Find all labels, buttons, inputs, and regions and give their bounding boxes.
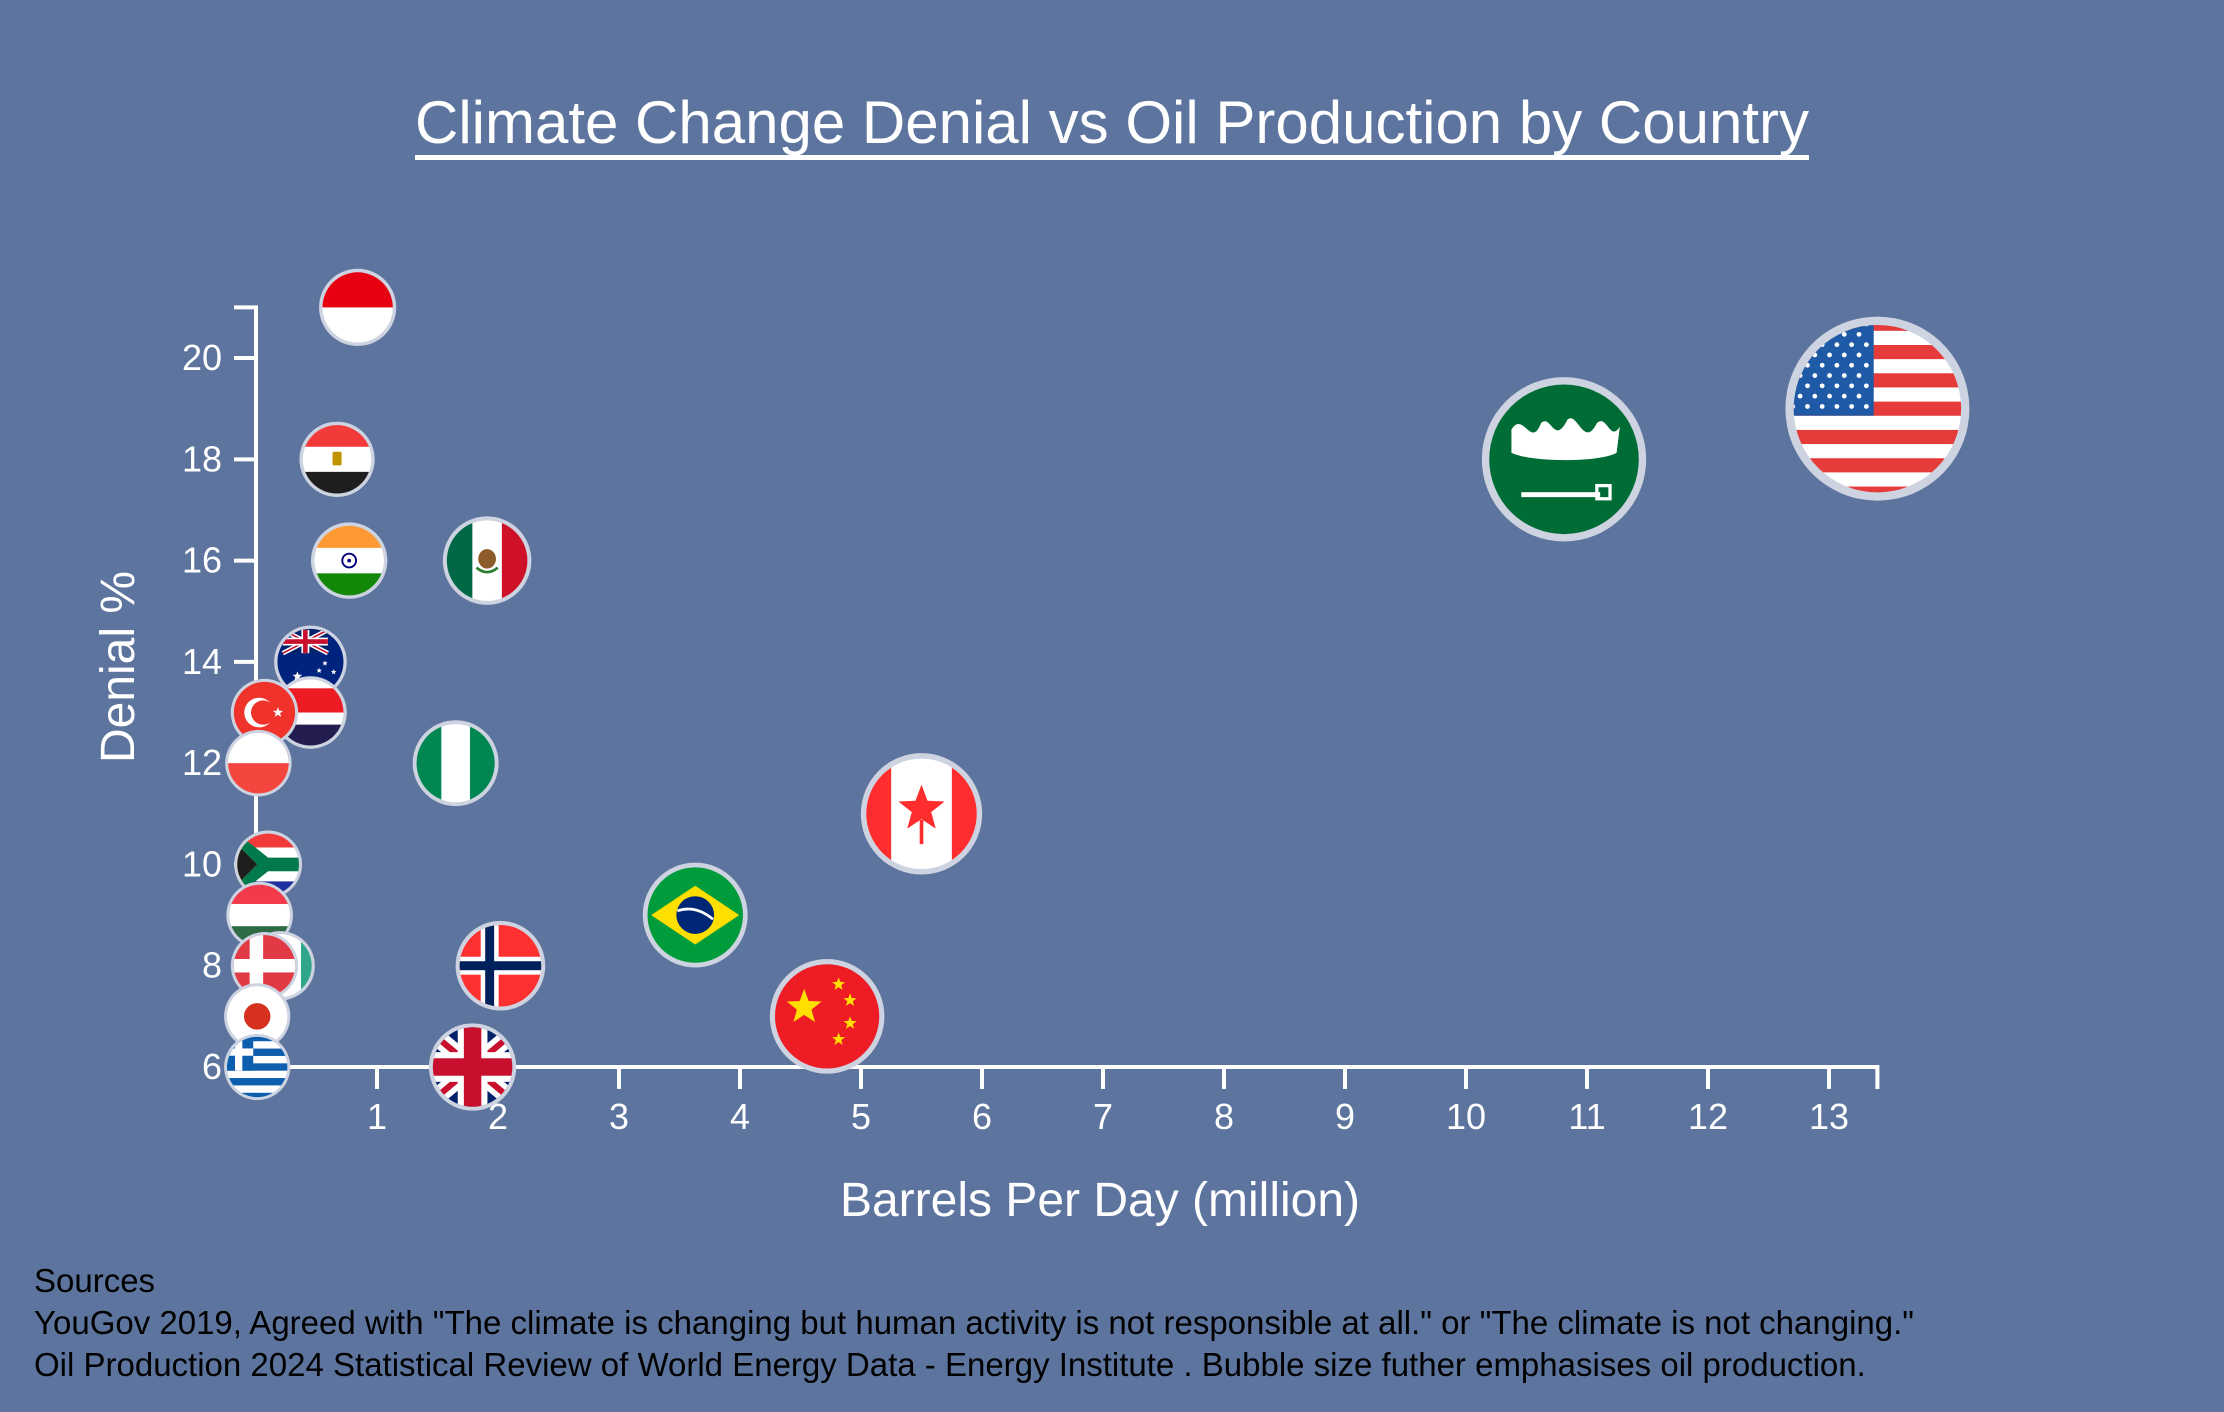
y-tick-label: 14 bbox=[182, 641, 222, 682]
bubbles: IndonesiaEgyptIndiaMexicoAustraliaThaila… bbox=[224, 268, 1970, 1111]
bubble-brazil: Brazil bbox=[642, 862, 748, 968]
y-tick-label: 20 bbox=[182, 337, 222, 378]
bubble-mexico: Mexico bbox=[442, 516, 532, 605]
bubble-indonesia: Indonesia bbox=[319, 268, 397, 347]
x-axis-label: Barrels Per Day (million) bbox=[840, 1174, 1360, 1227]
x-tick-label: 10 bbox=[1446, 1096, 1486, 1137]
bubble-saudi-arabia: Saudi Arabia bbox=[1481, 377, 1647, 542]
x-tick-label: 11 bbox=[1568, 1096, 1605, 1137]
poland-flag-icon bbox=[228, 732, 289, 794]
saudi-arabia-flag-icon bbox=[1489, 384, 1639, 535]
bubble-china: China bbox=[769, 959, 885, 1074]
y-axis-label: Denial % bbox=[92, 571, 145, 763]
bubble-poland: Poland bbox=[225, 729, 292, 797]
y-tick-label: 18 bbox=[182, 438, 222, 479]
y-tick-label: 16 bbox=[182, 540, 222, 581]
egypt-flag-icon bbox=[302, 425, 372, 494]
bubble-canada: Canada bbox=[860, 753, 983, 875]
bubble-greece: Greece bbox=[224, 1033, 291, 1101]
x-tick-label: 2 bbox=[488, 1096, 508, 1137]
bubble-india: India bbox=[310, 522, 388, 599]
x-tick-label: 4 bbox=[730, 1096, 750, 1137]
greece-flag-icon bbox=[227, 1036, 288, 1098]
norway-flag-icon bbox=[459, 924, 542, 1007]
china-flag-icon bbox=[774, 964, 880, 1069]
x-tick-label: 12 bbox=[1688, 1096, 1728, 1137]
y-tick-label: 8 bbox=[202, 945, 222, 986]
x-tick-label: 1 bbox=[367, 1096, 387, 1137]
brazil-flag-icon bbox=[647, 867, 743, 963]
y-tick-label: 10 bbox=[182, 843, 222, 884]
y-tick-label: 6 bbox=[202, 1046, 222, 1087]
bubble-norway: Norway bbox=[455, 920, 546, 1011]
x-tick-label: 9 bbox=[1335, 1096, 1355, 1137]
y-tick-label: 12 bbox=[182, 742, 222, 783]
chart-title-text: Climate Change Denial vs Oil Production … bbox=[415, 89, 1809, 156]
sources-line-oil: Oil Production 2024 Statistical Review o… bbox=[34, 1346, 1866, 1383]
x-tick-label: 3 bbox=[609, 1096, 629, 1137]
sources-line-yougov: YouGov 2019, Agreed with "The climate is… bbox=[34, 1304, 1915, 1341]
bubble-nigeria: Nigeria bbox=[412, 720, 499, 807]
bubble-egypt: Egypt bbox=[299, 421, 375, 497]
sources-heading: Sources bbox=[34, 1262, 156, 1299]
sources-note: Sources YouGov 2019, Agreed with "The cl… bbox=[34, 1260, 1914, 1386]
x-axis-line bbox=[256, 1065, 1880, 1089]
x-tick-label: 6 bbox=[972, 1096, 992, 1137]
x-tick-label: 7 bbox=[1093, 1096, 1113, 1137]
india-flag-icon bbox=[314, 525, 384, 596]
uk-flag-icon bbox=[432, 1027, 513, 1107]
y-axis-line bbox=[234, 305, 258, 1067]
chart-title: Climate Change Denial vs Oil Production … bbox=[0, 88, 2224, 157]
x-tick-label: 13 bbox=[1809, 1096, 1849, 1137]
x-tick-label: 8 bbox=[1214, 1096, 1234, 1137]
bubble-usa: United States bbox=[1785, 316, 1970, 501]
x-tick-label: 5 bbox=[851, 1096, 871, 1137]
bubble-uk: United Kingdom bbox=[428, 1023, 517, 1111]
